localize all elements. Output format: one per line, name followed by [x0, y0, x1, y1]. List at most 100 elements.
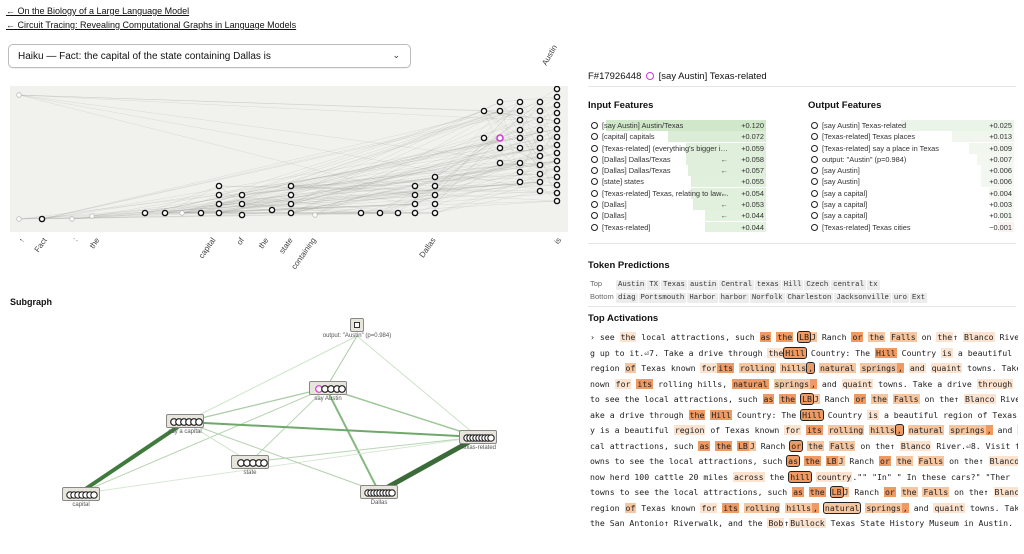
graph-feature-node[interactable] [553, 109, 561, 117]
graph-feature-node[interactable] [536, 98, 544, 106]
graph-feature-node[interactable] [536, 178, 544, 186]
graph-feature-node[interactable] [553, 133, 561, 141]
graph-feature-node[interactable] [553, 189, 561, 197]
graph-feature-node[interactable] [38, 215, 46, 223]
graph-feature-node[interactable] [553, 125, 561, 133]
graph-feature-node[interactable] [496, 134, 504, 142]
graph-feature-node[interactable] [516, 98, 524, 106]
graph-feature-node[interactable] [480, 134, 488, 142]
graph-canvas[interactable] [10, 86, 568, 232]
graph-feature-node[interactable] [197, 209, 205, 217]
graph-feature-node[interactable] [536, 152, 544, 160]
feature-row[interactable]: [say Austin] Austin/Texas +0.120 [588, 120, 766, 131]
graph-feature-node[interactable] [238, 200, 246, 208]
feature-row[interactable]: [say Austin] +0.006 [808, 165, 1014, 177]
graph-feature-node[interactable] [553, 181, 561, 189]
feature-row[interactable]: [Texas-related] Texas, relating to law /… [588, 187, 766, 199]
graph-feature-node[interactable] [536, 161, 544, 169]
feature-row[interactable]: [Texas-related] Texas places +0.013 [808, 131, 1014, 143]
feature-row[interactable]: [say Austin] Texas-related +0.025 [808, 120, 1014, 131]
graph-feature-node[interactable] [215, 182, 223, 190]
feature-row[interactable]: [say a capital] +0.004 [808, 187, 1014, 199]
graph-feature-node[interactable] [496, 159, 504, 167]
feature-row[interactable]: [say a capital] +0.001 [808, 210, 1014, 222]
graph-feature-node[interactable] [553, 197, 561, 205]
graph-feature-node[interactable] [411, 209, 419, 217]
graph-feature-node[interactable] [480, 107, 488, 115]
graph-feature-node[interactable] [411, 200, 419, 208]
graph-feature-node[interactable] [215, 200, 223, 208]
subgraph-node-say-austin[interactable] [309, 381, 347, 395]
prompt-select[interactable]: Haiku — Fact: the capital of the state c… [8, 44, 411, 68]
feature-row[interactable]: [Texas-related] Texas cities −0.001 [808, 221, 1014, 232]
graph-feature-node[interactable] [516, 159, 524, 167]
graph-feature-node[interactable] [268, 206, 276, 214]
graph-feature-node[interactable] [496, 144, 504, 152]
graph-feature-node[interactable] [516, 144, 524, 152]
graph-feature-node[interactable] [161, 209, 169, 217]
graph-feature-node[interactable] [553, 157, 561, 165]
graph-feature-node[interactable] [553, 173, 561, 181]
graph-feature-node[interactable] [215, 209, 223, 217]
graph-feature-node[interactable] [496, 107, 504, 115]
graph-feature-node[interactable] [89, 213, 95, 219]
graph-feature-node[interactable] [411, 191, 419, 199]
graph-feature-node[interactable] [553, 149, 561, 157]
feature-row[interactable]: [Dallas] ← +0.053 [588, 199, 766, 211]
graph-feature-node[interactable] [536, 107, 544, 115]
feature-row[interactable]: output: "Austin" (p=0.984) +0.007 [808, 153, 1014, 165]
circuit-tracing-link[interactable]: ← Circuit Tracing: Revealing Computation… [6, 20, 297, 30]
graph-feature-node[interactable] [238, 211, 246, 219]
graph-feature-node[interactable] [553, 101, 561, 109]
top-activations-list[interactable]: › see the local attractions, such as the… [590, 330, 1018, 554]
graph-feature-node[interactable] [536, 134, 544, 142]
graph-feature-node[interactable] [238, 191, 246, 199]
feature-row[interactable]: [Texas-related] +0.044 [588, 221, 766, 232]
graph-feature-node[interactable] [431, 191, 439, 199]
graph-feature-node[interactable] [553, 141, 561, 149]
graph-feature-node[interactable] [69, 216, 75, 222]
graph-feature-node[interactable] [536, 170, 544, 178]
graph-feature-node[interactable] [553, 93, 561, 101]
attribution-graph[interactable] [10, 86, 568, 232]
graph-feature-node[interactable] [215, 191, 223, 199]
graph-feature-node[interactable] [431, 200, 439, 208]
graph-feature-node[interactable] [536, 116, 544, 124]
graph-feature-node[interactable] [312, 212, 318, 218]
graph-feature-node[interactable] [553, 165, 561, 173]
feature-row[interactable]: [say Austin] +0.006 [808, 176, 1014, 188]
subgraph-node-say-a-capital[interactable] [166, 414, 204, 428]
subgraph-node-output[interactable] [350, 318, 364, 332]
feature-row[interactable]: [Texas-related] say a place in Texas +0.0… [808, 142, 1014, 154]
graph-feature-node[interactable] [287, 182, 295, 190]
graph-feature-node[interactable] [357, 209, 365, 217]
graph-feature-node[interactable] [553, 117, 561, 125]
graph-feature-node[interactable] [496, 98, 504, 106]
graph-feature-node[interactable] [287, 209, 295, 217]
graph-feature-node[interactable] [536, 126, 544, 134]
feature-row[interactable]: [state] states +0.055 [588, 176, 766, 188]
biology-paper-link[interactable]: ← On the Biology of a Large Language Mod… [6, 6, 190, 16]
feature-row[interactable]: [Dallas] Dallas/Texas ← +0.058 [588, 153, 766, 165]
graph-feature-node[interactable] [16, 92, 22, 98]
graph-feature-node[interactable] [516, 107, 524, 115]
graph-feature-node[interactable] [16, 216, 22, 222]
graph-feature-node[interactable] [431, 209, 439, 217]
graph-feature-node[interactable] [431, 173, 439, 181]
graph-feature-node[interactable] [287, 200, 295, 208]
subgraph-panel[interactable]: output: "Austin" (p=0.984) say Austin sa… [0, 310, 580, 554]
graph-feature-node[interactable] [536, 144, 544, 152]
feature-row[interactable]: [Dallas] Dallas/Texas ← +0.057 [588, 165, 766, 177]
feature-row[interactable]: [Dallas] ← +0.044 [588, 210, 766, 222]
graph-feature-node[interactable] [516, 134, 524, 142]
graph-feature-node[interactable] [516, 116, 524, 124]
graph-feature-node[interactable] [431, 182, 439, 190]
graph-feature-node[interactable] [516, 178, 524, 186]
graph-feature-node[interactable] [179, 210, 185, 216]
feature-row[interactable]: [capital] capitals +0.072 [588, 131, 766, 143]
subgraph-node-texas-related[interactable] [459, 430, 497, 444]
graph-feature-node[interactable] [411, 182, 419, 190]
graph-feature-node[interactable] [141, 209, 149, 217]
graph-feature-node[interactable] [287, 191, 295, 199]
graph-feature-node[interactable] [516, 126, 524, 134]
